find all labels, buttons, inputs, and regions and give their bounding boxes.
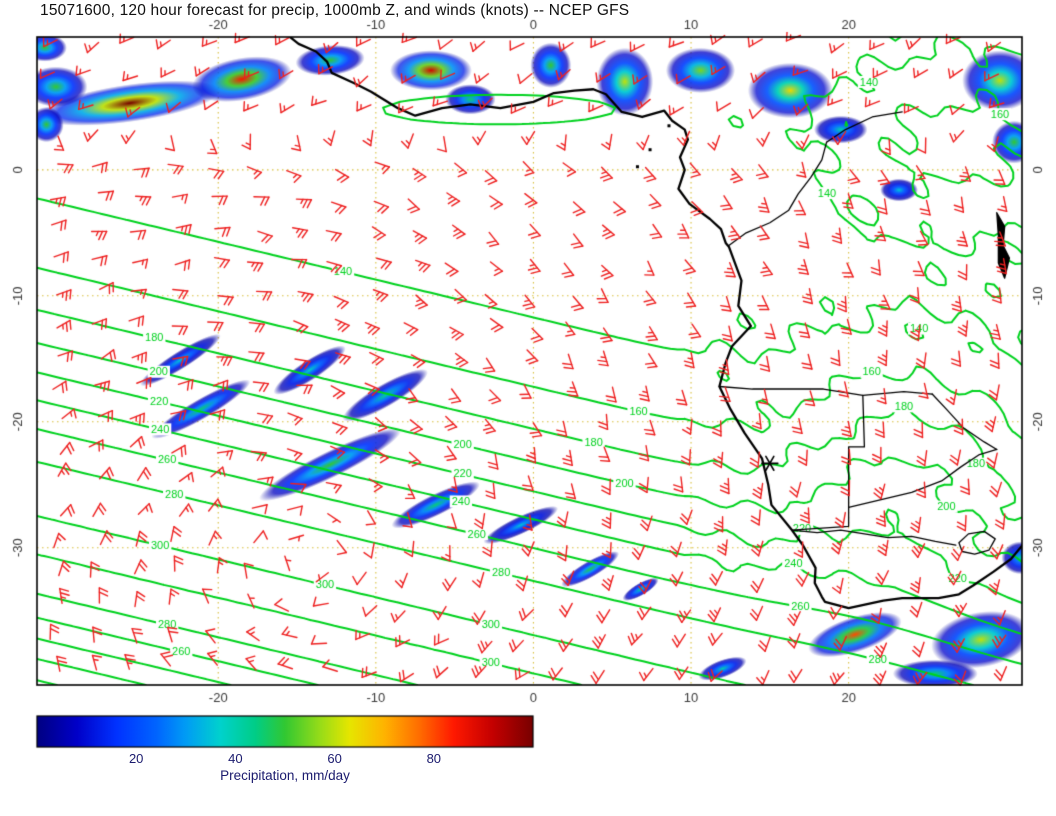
colorbar-label: Precipitation, mm/day bbox=[220, 768, 350, 783]
colorbar-tick: 20 bbox=[128, 751, 144, 766]
colorbar-tick: 60 bbox=[327, 751, 342, 766]
chart-title: 15071600, 120 hour forecast for precip, … bbox=[40, 2, 630, 19]
colorbar-tick: 40 bbox=[228, 751, 243, 766]
colorbar-tick: 80 bbox=[426, 751, 442, 766]
